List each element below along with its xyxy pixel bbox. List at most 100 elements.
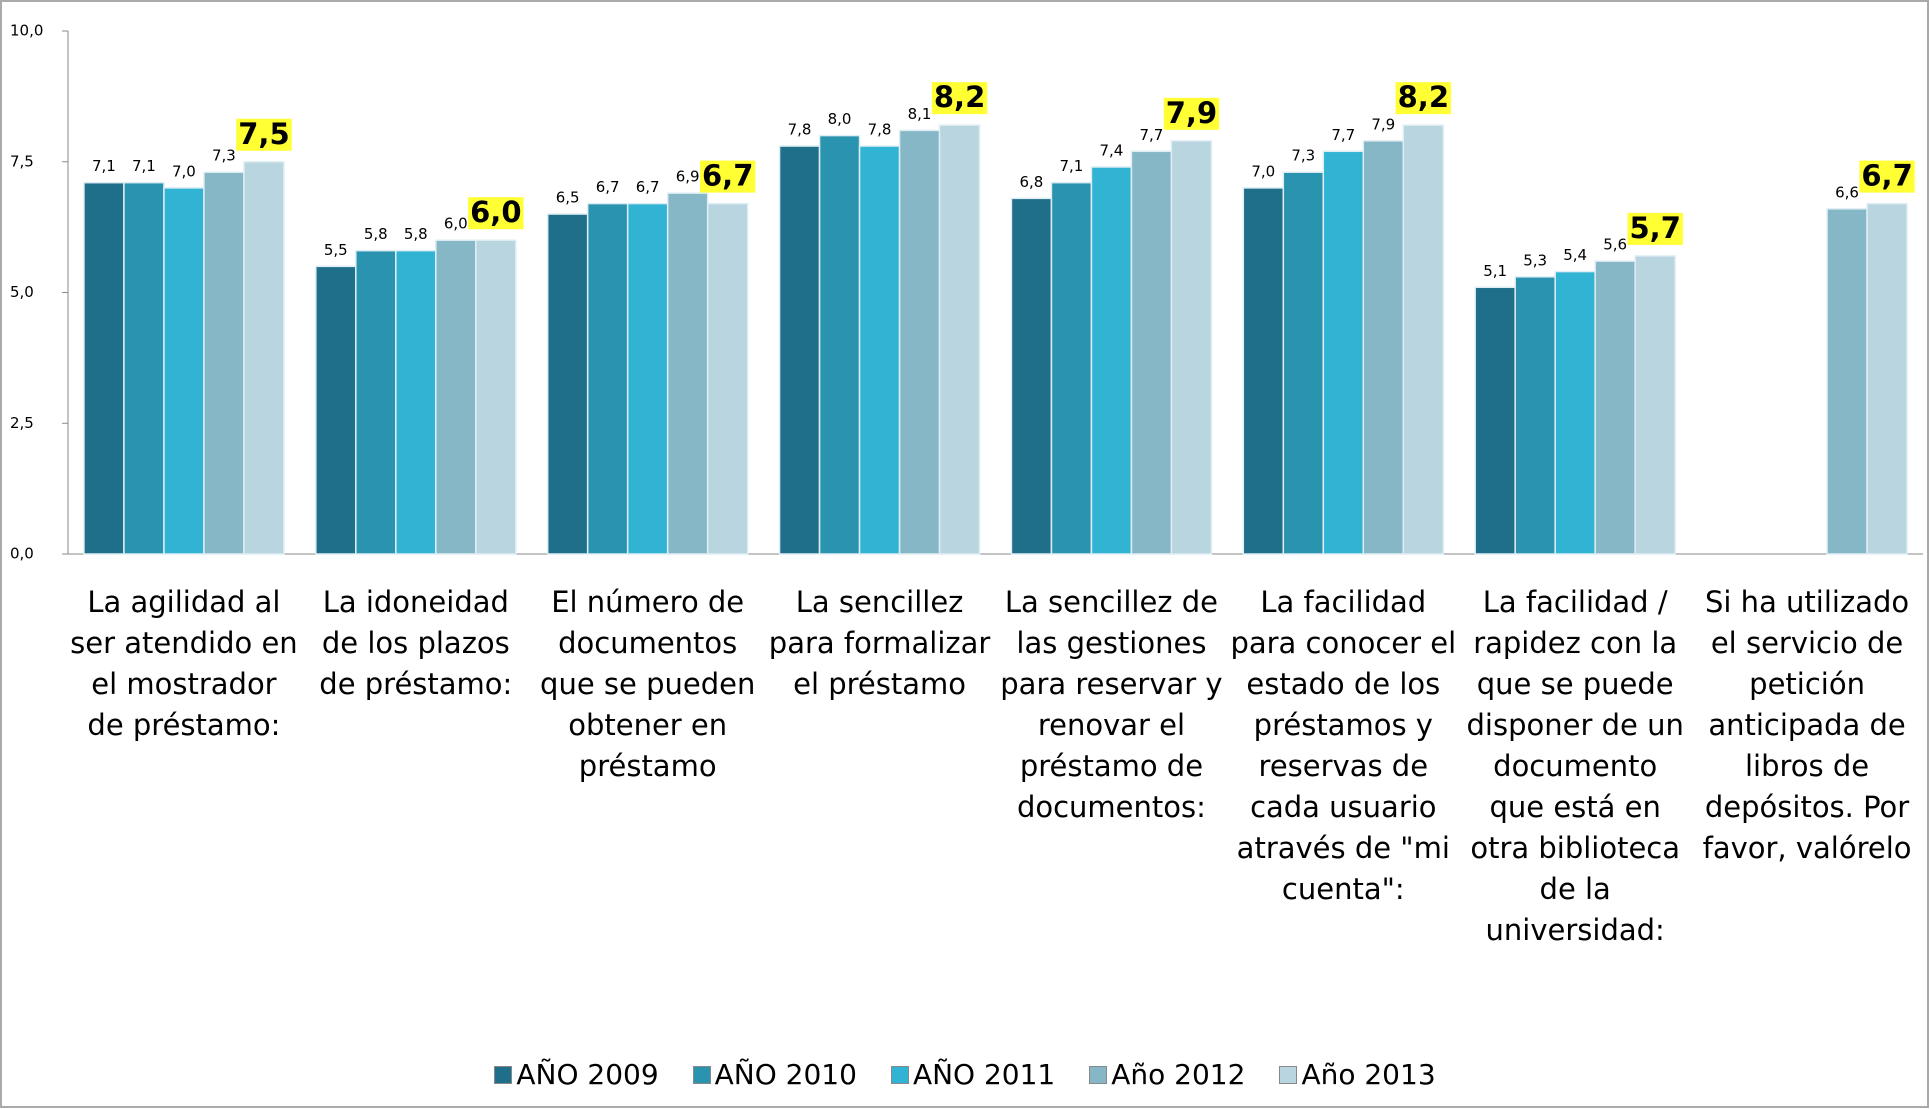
data-label: 8,2 xyxy=(934,80,985,114)
legend-label: Año 2013 xyxy=(1301,1058,1436,1091)
bar xyxy=(395,249,437,555)
bar xyxy=(1170,140,1213,555)
bar xyxy=(706,202,749,555)
legend-item: Año 2013 xyxy=(1279,1058,1436,1091)
legend-swatch xyxy=(1279,1065,1298,1084)
bar xyxy=(315,265,357,555)
y-tick-label: 2,5 xyxy=(10,414,34,432)
data-label: 7,9 xyxy=(1371,115,1395,133)
data-label: 6,0 xyxy=(470,195,521,229)
label-bg xyxy=(1859,160,1915,193)
data-label: 6,5 xyxy=(556,189,580,207)
x-tick-label: La facilidad para conocer el estado de l… xyxy=(1230,585,1457,906)
legend-item: AÑO 2009 xyxy=(494,1058,659,1091)
data-label: 5,7 xyxy=(1630,211,1681,245)
highlight-label: 8,2 xyxy=(931,80,988,115)
data-label: 7,1 xyxy=(132,157,156,175)
x-tick-label: Si ha utilizado el servicio de petición … xyxy=(1702,585,1912,865)
bar xyxy=(938,124,981,555)
bar xyxy=(475,239,517,555)
bar xyxy=(243,161,285,555)
y-tick-label: 10,0 xyxy=(10,22,43,40)
bar xyxy=(1322,150,1365,555)
x-tick-label: La sencillez para formalizar el préstamo xyxy=(768,585,991,701)
data-label: 6,7 xyxy=(1861,159,1912,193)
data-label: 8,2 xyxy=(1398,80,1449,114)
legend-swatch xyxy=(890,1065,909,1084)
bar xyxy=(1090,166,1133,555)
y-tick-label: 7,5 xyxy=(10,152,34,170)
label-bg xyxy=(1395,82,1451,115)
data-label: 7,1 xyxy=(92,157,116,175)
highlight-label: 7,9 xyxy=(1163,96,1220,130)
data-label: 5,1 xyxy=(1483,262,1507,280)
x-tick-label: La sencillez de las gestiones para reser… xyxy=(1000,585,1223,824)
bar xyxy=(355,249,397,555)
x-tick-label: El número de documentos que se pueden ob… xyxy=(540,585,756,783)
x-tick-label: La idoneidad de los plazos de préstamo: xyxy=(319,585,513,701)
data-label: 5,4 xyxy=(1563,246,1587,264)
data-label: 6,7 xyxy=(596,178,620,196)
label-bg xyxy=(1163,97,1220,130)
bar xyxy=(1634,255,1676,555)
legend-label: AÑO 2010 xyxy=(714,1058,857,1091)
bar xyxy=(1826,208,1868,555)
data-label: 7,3 xyxy=(212,147,236,165)
highlight-label: 7,5 xyxy=(236,117,292,151)
data-label: 7,8 xyxy=(868,121,892,139)
label-bg xyxy=(931,82,988,115)
label-bg xyxy=(700,160,756,193)
bar xyxy=(1594,260,1636,555)
legend: AÑO 2009 AÑO 2010 AÑO 2011 Año 2012 Año 2013 xyxy=(0,1058,1930,1091)
bar xyxy=(1402,124,1445,555)
bar xyxy=(1474,286,1516,555)
bar xyxy=(1242,187,1285,555)
y-tick-label: 0,0 xyxy=(10,545,34,563)
bar xyxy=(818,134,861,555)
data-label: 7,3 xyxy=(1291,147,1315,165)
bar xyxy=(435,239,477,555)
data-label: 5,3 xyxy=(1523,251,1547,269)
bar xyxy=(1866,202,1908,555)
data-label: 6,8 xyxy=(1020,173,1044,191)
data-label: 6,7 xyxy=(636,178,660,196)
highlight-label: 6,0 xyxy=(468,195,524,230)
label-bg xyxy=(468,197,524,230)
label-bg xyxy=(236,118,292,151)
highlight-label: 5,7 xyxy=(1627,211,1683,245)
data-label: 7,0 xyxy=(1251,162,1275,180)
data-label: 6,7 xyxy=(702,159,753,193)
x-tick-label: La agilidad al ser atendido en el mostra… xyxy=(70,585,298,742)
data-label: 6,0 xyxy=(444,215,468,233)
data-label: 5,8 xyxy=(364,225,388,243)
bar xyxy=(1130,150,1173,555)
bar xyxy=(626,202,669,555)
data-label: 8,0 xyxy=(828,110,852,128)
highlight-label: 8,2 xyxy=(1395,80,1451,115)
data-label: 7,5 xyxy=(238,117,289,151)
bar xyxy=(898,129,941,555)
bar xyxy=(546,213,589,555)
data-label: 8,1 xyxy=(908,105,932,123)
bar xyxy=(203,171,245,555)
data-label: 7,9 xyxy=(1166,96,1217,130)
legend-swatch xyxy=(1089,1065,1108,1084)
x-tick-label: La facilidad / rapidez con la que se pue… xyxy=(1466,585,1684,947)
bar xyxy=(123,181,165,555)
legend-swatch xyxy=(494,1065,513,1084)
legend-label: AÑO 2011 xyxy=(912,1058,1056,1091)
bar xyxy=(1554,270,1596,555)
data-label: 7,7 xyxy=(1331,126,1355,144)
data-label: 5,8 xyxy=(404,225,428,243)
bar xyxy=(1050,181,1093,555)
legend-item: AÑO 2010 xyxy=(692,1058,857,1091)
bar xyxy=(163,187,205,555)
data-label: 6,6 xyxy=(1835,183,1859,201)
bar xyxy=(858,145,901,555)
highlight-label: 6,7 xyxy=(700,159,756,193)
data-label: 7,7 xyxy=(1140,126,1164,144)
bar xyxy=(1282,171,1325,555)
legend-swatch xyxy=(692,1065,711,1084)
